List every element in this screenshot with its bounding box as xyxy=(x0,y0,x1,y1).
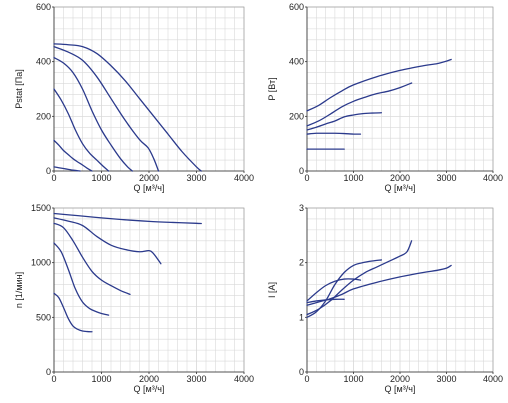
series-line-3 xyxy=(53,56,134,172)
y-tick-label: 1500 xyxy=(31,203,51,213)
series-line-2 xyxy=(53,45,160,172)
y-tick-label: 2 xyxy=(299,258,304,268)
grid xyxy=(306,6,494,172)
x-tick-label: 0 xyxy=(304,173,309,183)
x-tick-label: 1000 xyxy=(91,374,111,384)
series-line-4 xyxy=(306,132,362,135)
series-line-1 xyxy=(53,43,202,172)
y-axis-label: n [1/мин] xyxy=(14,272,24,308)
y-tick-label: 200 xyxy=(36,111,51,121)
chart-1: 0 1000 2000 3000 4000 0 200 400 600 Q [м³/ч] Pstat… xyxy=(14,2,254,193)
x-tick-label: 1000 xyxy=(343,173,363,183)
chart-4: 0 1000 2000 3000 4000 0 1 2 3 Q [м³/ч] I [A] xyxy=(267,203,503,394)
x-tick-label: 2000 xyxy=(139,173,159,183)
series-line-2 xyxy=(306,82,413,127)
series-line-1 xyxy=(53,212,202,225)
x-tick-label: 0 xyxy=(51,173,56,183)
x-tick-label: 1000 xyxy=(343,374,363,384)
y-tick-label: 0 xyxy=(46,166,51,176)
series-line-3 xyxy=(306,112,383,131)
y-tick-label: 0 xyxy=(299,367,304,377)
series-line-2 xyxy=(306,240,413,316)
series-group xyxy=(53,212,202,333)
y-axis-label: Pstat [Па] xyxy=(14,69,24,109)
x-tick-label: 0 xyxy=(304,374,309,384)
x-tick-label: 2000 xyxy=(390,374,410,384)
series-line-3 xyxy=(306,259,383,318)
x-tick-label: 4000 xyxy=(234,173,254,183)
grid xyxy=(53,207,245,373)
x-tick-label: 4000 xyxy=(234,374,254,384)
x-axis-label: Q [м³/ч] xyxy=(134,384,165,394)
y-tick-label: 0 xyxy=(46,367,51,377)
series-group xyxy=(306,240,452,318)
y-tick-label: 600 xyxy=(289,2,304,12)
x-axis-label: Q [м³/ч] xyxy=(385,384,416,394)
x-axis-label: Q [м³/ч] xyxy=(385,183,416,193)
series-group xyxy=(53,43,202,172)
x-tick-label: 3000 xyxy=(186,173,206,183)
series-line-4 xyxy=(53,242,110,316)
x-tick-label: 3000 xyxy=(436,374,456,384)
series-line-6 xyxy=(53,166,81,172)
grid xyxy=(306,207,494,373)
series-line-5 xyxy=(53,292,93,333)
chart-3: 0 1000 2000 3000 4000 0 500 1000 1500 Q [м³/ч] n [… xyxy=(14,203,254,394)
y-tick-label: 600 xyxy=(36,2,51,12)
x-tick-label: 4000 xyxy=(483,374,503,384)
x-tick-label: 3000 xyxy=(186,374,206,384)
series-line-2 xyxy=(53,217,162,265)
chart-2: 0 1000 2000 3000 4000 0 200 400 600 Q [м³/ч] P [Вт… xyxy=(267,2,503,193)
series-line-4 xyxy=(53,88,110,172)
y-tick-label: 1 xyxy=(299,312,304,322)
y-tick-label: 400 xyxy=(289,57,304,67)
y-tick-label: 500 xyxy=(36,312,51,322)
series-line-4 xyxy=(306,278,362,302)
x-tick-label: 1000 xyxy=(91,173,111,183)
x-tick-label: 3000 xyxy=(436,173,456,183)
y-tick-label: 200 xyxy=(289,111,304,121)
x-tick-label: 0 xyxy=(51,374,56,384)
x-tick-label: 2000 xyxy=(139,374,159,384)
x-axis-label: Q [м³/ч] xyxy=(134,183,165,193)
series-line-1 xyxy=(306,58,452,112)
y-axis-label: P [Вт] xyxy=(267,77,277,100)
y-axis-label: I [A] xyxy=(267,282,277,298)
y-tick-label: 400 xyxy=(36,57,51,67)
series-group xyxy=(306,58,452,150)
series-line-5 xyxy=(306,298,345,304)
x-tick-label: 4000 xyxy=(483,173,503,183)
series-line-3 xyxy=(53,222,131,296)
y-tick-label: 0 xyxy=(299,166,304,176)
y-tick-label: 3 xyxy=(299,203,304,213)
x-tick-label: 2000 xyxy=(390,173,410,183)
y-tick-label: 1000 xyxy=(31,258,51,268)
series-line-5 xyxy=(53,139,93,172)
